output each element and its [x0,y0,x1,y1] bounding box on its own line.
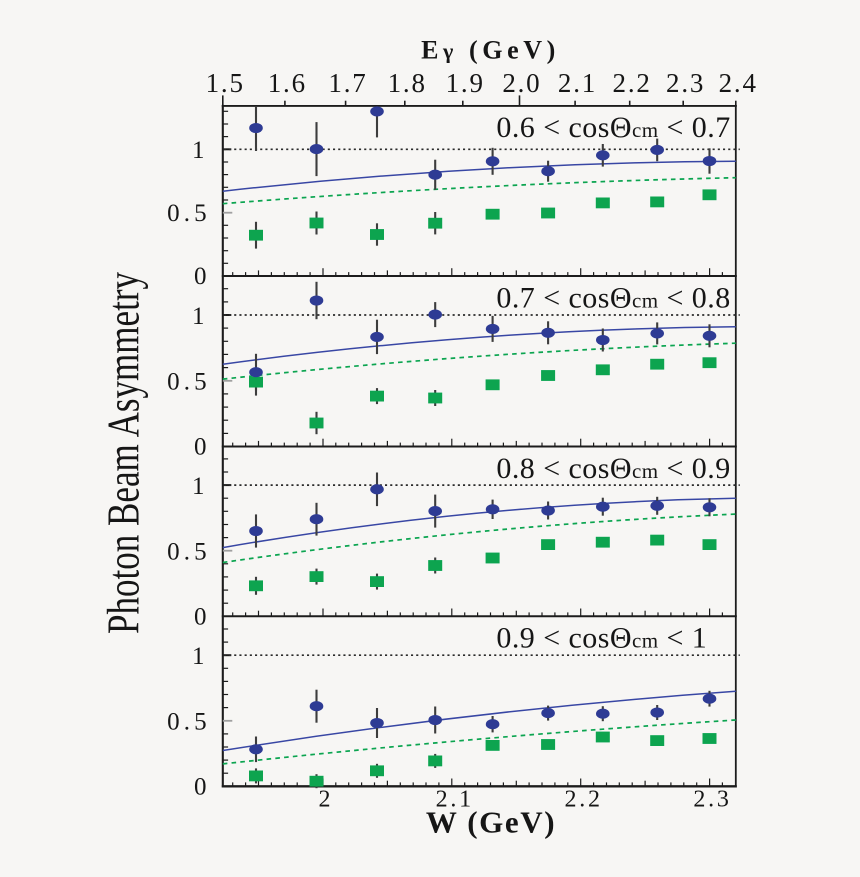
svg-text:1.9: 1.9 [446,68,485,98]
svg-text:2.0: 2.0 [502,68,541,98]
svg-text:2.2: 2.2 [613,68,652,98]
svg-text:0.5: 0.5 [167,368,211,395]
svg-text:W (GeV): W (GeV) [426,805,556,840]
svg-text:0.5: 0.5 [167,538,211,565]
svg-text:1: 1 [192,643,205,670]
svg-text:Photon Beam Asymmetry: Photon Beam Asymmetry [98,272,149,635]
svg-text:0: 0 [194,773,207,800]
svg-text:0.9 < cosΘcm < 1: 0.9 < cosΘcm < 1 [496,622,707,655]
svg-text:2.4: 2.4 [719,68,758,98]
svg-text:1.6: 1.6 [268,68,307,98]
svg-text:1.5: 1.5 [206,68,245,98]
svg-text:0.8 < cosΘcm < 0.9: 0.8 < cosΘcm < 0.9 [496,452,730,485]
svg-text:0.5: 0.5 [167,708,211,735]
svg-text:1.8: 1.8 [388,68,427,98]
svg-text:0: 0 [194,434,207,461]
svg-text:1.7: 1.7 [328,68,367,98]
svg-text:2.3: 2.3 [693,787,731,813]
svg-text:1: 1 [192,303,205,330]
svg-text:2.3: 2.3 [666,68,705,98]
svg-text:1: 1 [192,137,205,164]
svg-text:Eγ (GeV): Eγ (GeV) [421,36,560,65]
svg-text:0.6 < cosΘcm < 0.7: 0.6 < cosΘcm < 0.7 [496,111,730,144]
svg-text:0.7 < cosΘcm < 0.8: 0.7 < cosΘcm < 0.8 [496,281,730,314]
svg-text:2: 2 [319,787,334,813]
svg-text:2.1: 2.1 [558,68,597,98]
svg-text:1: 1 [192,473,205,500]
svg-text:0.5: 0.5 [167,200,211,227]
svg-text:0: 0 [194,603,207,630]
svg-text:0: 0 [194,263,207,290]
svg-text:2.2: 2.2 [564,787,602,813]
svg-text:2.1: 2.1 [436,787,474,813]
